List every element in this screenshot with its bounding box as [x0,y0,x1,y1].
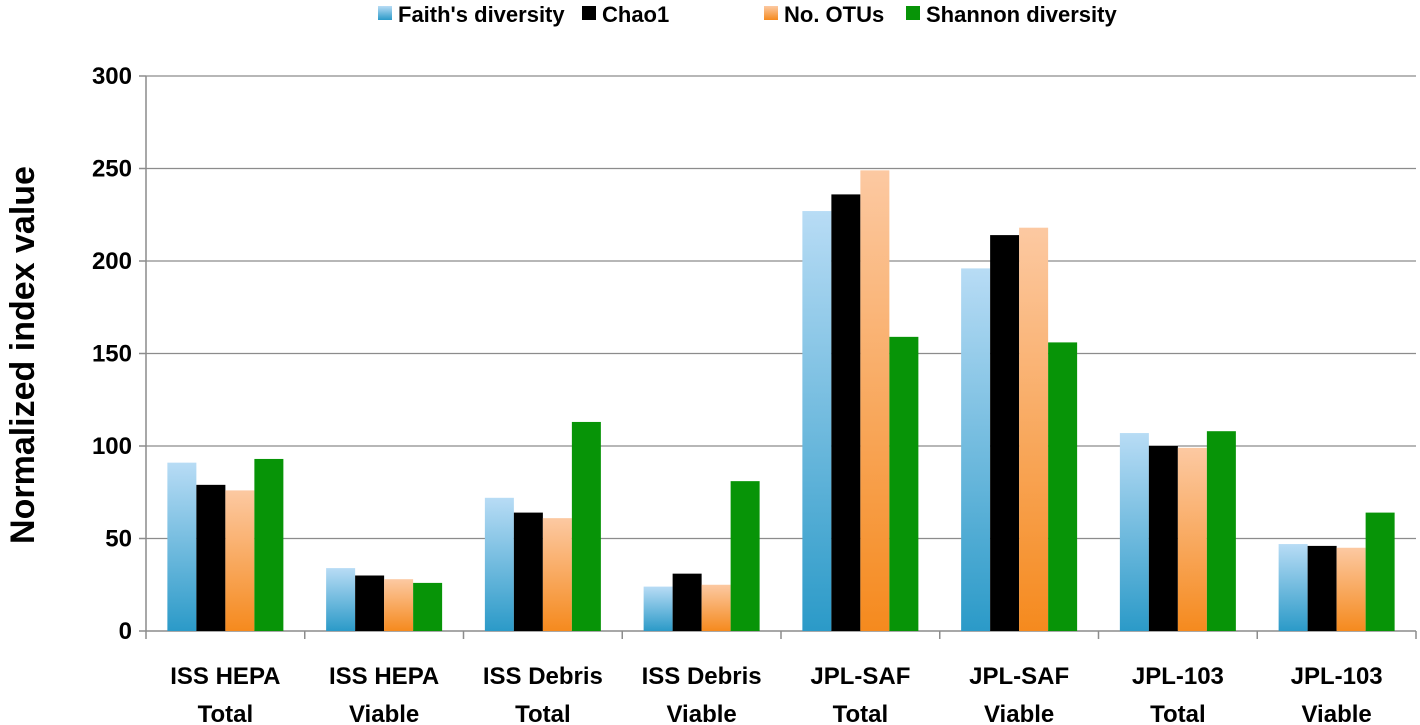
legend-swatch [582,6,596,20]
legend-swatch [764,6,778,20]
bars [167,170,1395,632]
bar [643,586,673,631]
x-tick-label: ISS Debris [483,663,603,690]
bar [225,490,255,631]
legend-label: Chao1 [602,2,669,27]
bar [701,584,731,631]
bar [1206,431,1236,631]
y-tick-labels: 0 50 100 150 200 250 300 [92,63,132,645]
bar [1278,544,1308,631]
bar [413,582,443,631]
x-category-labels: ISS HEPA Total ISS HEPA Viable ISS Debris Tot… [170,663,1382,725]
legend-swatch [906,6,920,20]
legend-label: Shannon diversity [926,2,1117,27]
legend-item: Chao1 [582,2,669,27]
bar [860,170,890,631]
bar [254,458,284,631]
x-tick-label: ISS HEPA [329,663,439,690]
x-tick-label: JPL-SAF [969,663,1069,690]
bar [167,462,197,631]
x-tick-label: Viable [349,701,419,725]
bar [571,421,601,631]
y-axis-title: Normalized index value [4,166,42,544]
x-tick-label: Total [1150,701,1206,725]
y-tick-label: 200 [92,248,132,275]
bar [542,518,572,631]
y-tick-label: 100 [92,433,132,460]
x-tick-label: Total [515,701,571,725]
bar [1019,227,1049,631]
bar [831,194,861,631]
bar [484,497,514,631]
legend-label: No. OTUs [784,2,884,27]
bar [1336,547,1366,631]
bar [1307,545,1337,631]
legend: Faith's diversity Chao1 No. OTUs Shannon di… [378,2,1117,27]
legend-item: No. OTUs [764,2,884,27]
legend-item: Faith's diversity [378,2,565,27]
bar [355,575,385,631]
bar [1148,446,1178,631]
x-tick-label: ISS HEPA [170,663,280,690]
bar [990,235,1020,631]
bar [1119,433,1149,631]
bar [802,211,832,632]
bar [513,512,543,631]
bar [889,336,919,631]
x-tick-label: JPL-SAF [810,663,910,690]
y-tick-label: 300 [92,63,132,90]
x-tick-label: Viable [666,701,736,725]
bar [672,573,702,631]
y-tick-label: 250 [92,156,132,183]
y-tick-label: 0 [119,618,132,645]
bar [196,484,226,631]
bar [1177,447,1207,631]
legend-swatch [378,6,392,20]
x-tick-label: Viable [984,701,1054,725]
y-tick-label: 50 [105,526,132,553]
x-tick-label: JPL-103 [1132,663,1224,690]
x-tick-label: JPL-103 [1291,663,1383,690]
bar [961,268,991,631]
bar [1048,342,1078,631]
x-tick-label: Viable [1301,701,1371,725]
bar [730,481,760,631]
x-tick-label: Total [833,701,889,725]
bar [384,579,414,631]
x-tick-label: Total [198,701,254,725]
legend-label: Faith's diversity [398,2,565,27]
bar [326,568,356,631]
y-tick-label: 150 [92,341,132,368]
x-tick-label: ISS Debris [642,663,762,690]
bar [1365,512,1395,631]
legend-item: Shannon diversity [906,2,1117,27]
